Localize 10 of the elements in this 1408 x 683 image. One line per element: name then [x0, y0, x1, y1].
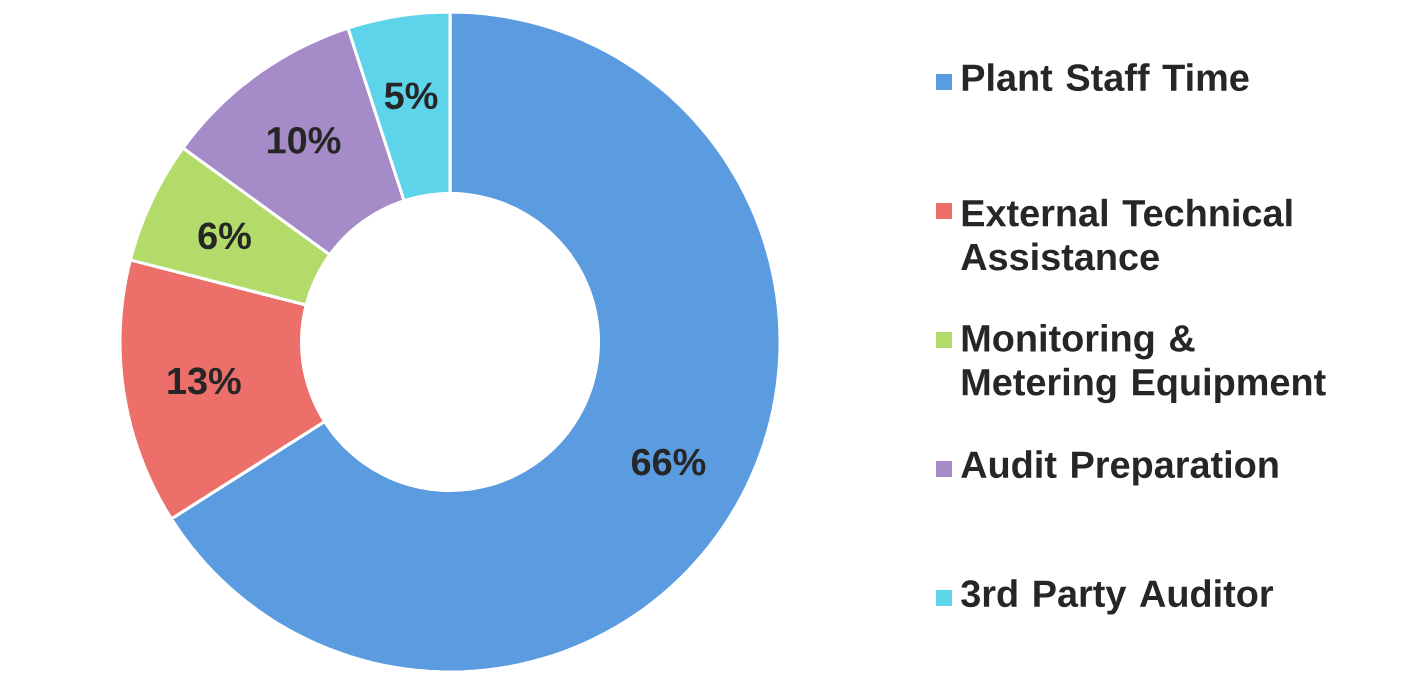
data-label: 66% — [631, 448, 706, 476]
legend-label: 3rd Party Auditor — [961, 579, 1274, 615]
data-label: 6% — [198, 222, 251, 250]
legend-label: Monitoring & Metering Equipment — [962, 323, 1326, 404]
legend-label: Plant Staff Time — [962, 63, 1249, 92]
data-label: 5% — [384, 82, 438, 110]
data-label: 10% — [268, 126, 341, 154]
legend-label: External Technical Assistance — [961, 198, 1292, 271]
data-label: 13% — [168, 367, 241, 395]
legend-label: Audit Preparation — [961, 450, 1278, 486]
